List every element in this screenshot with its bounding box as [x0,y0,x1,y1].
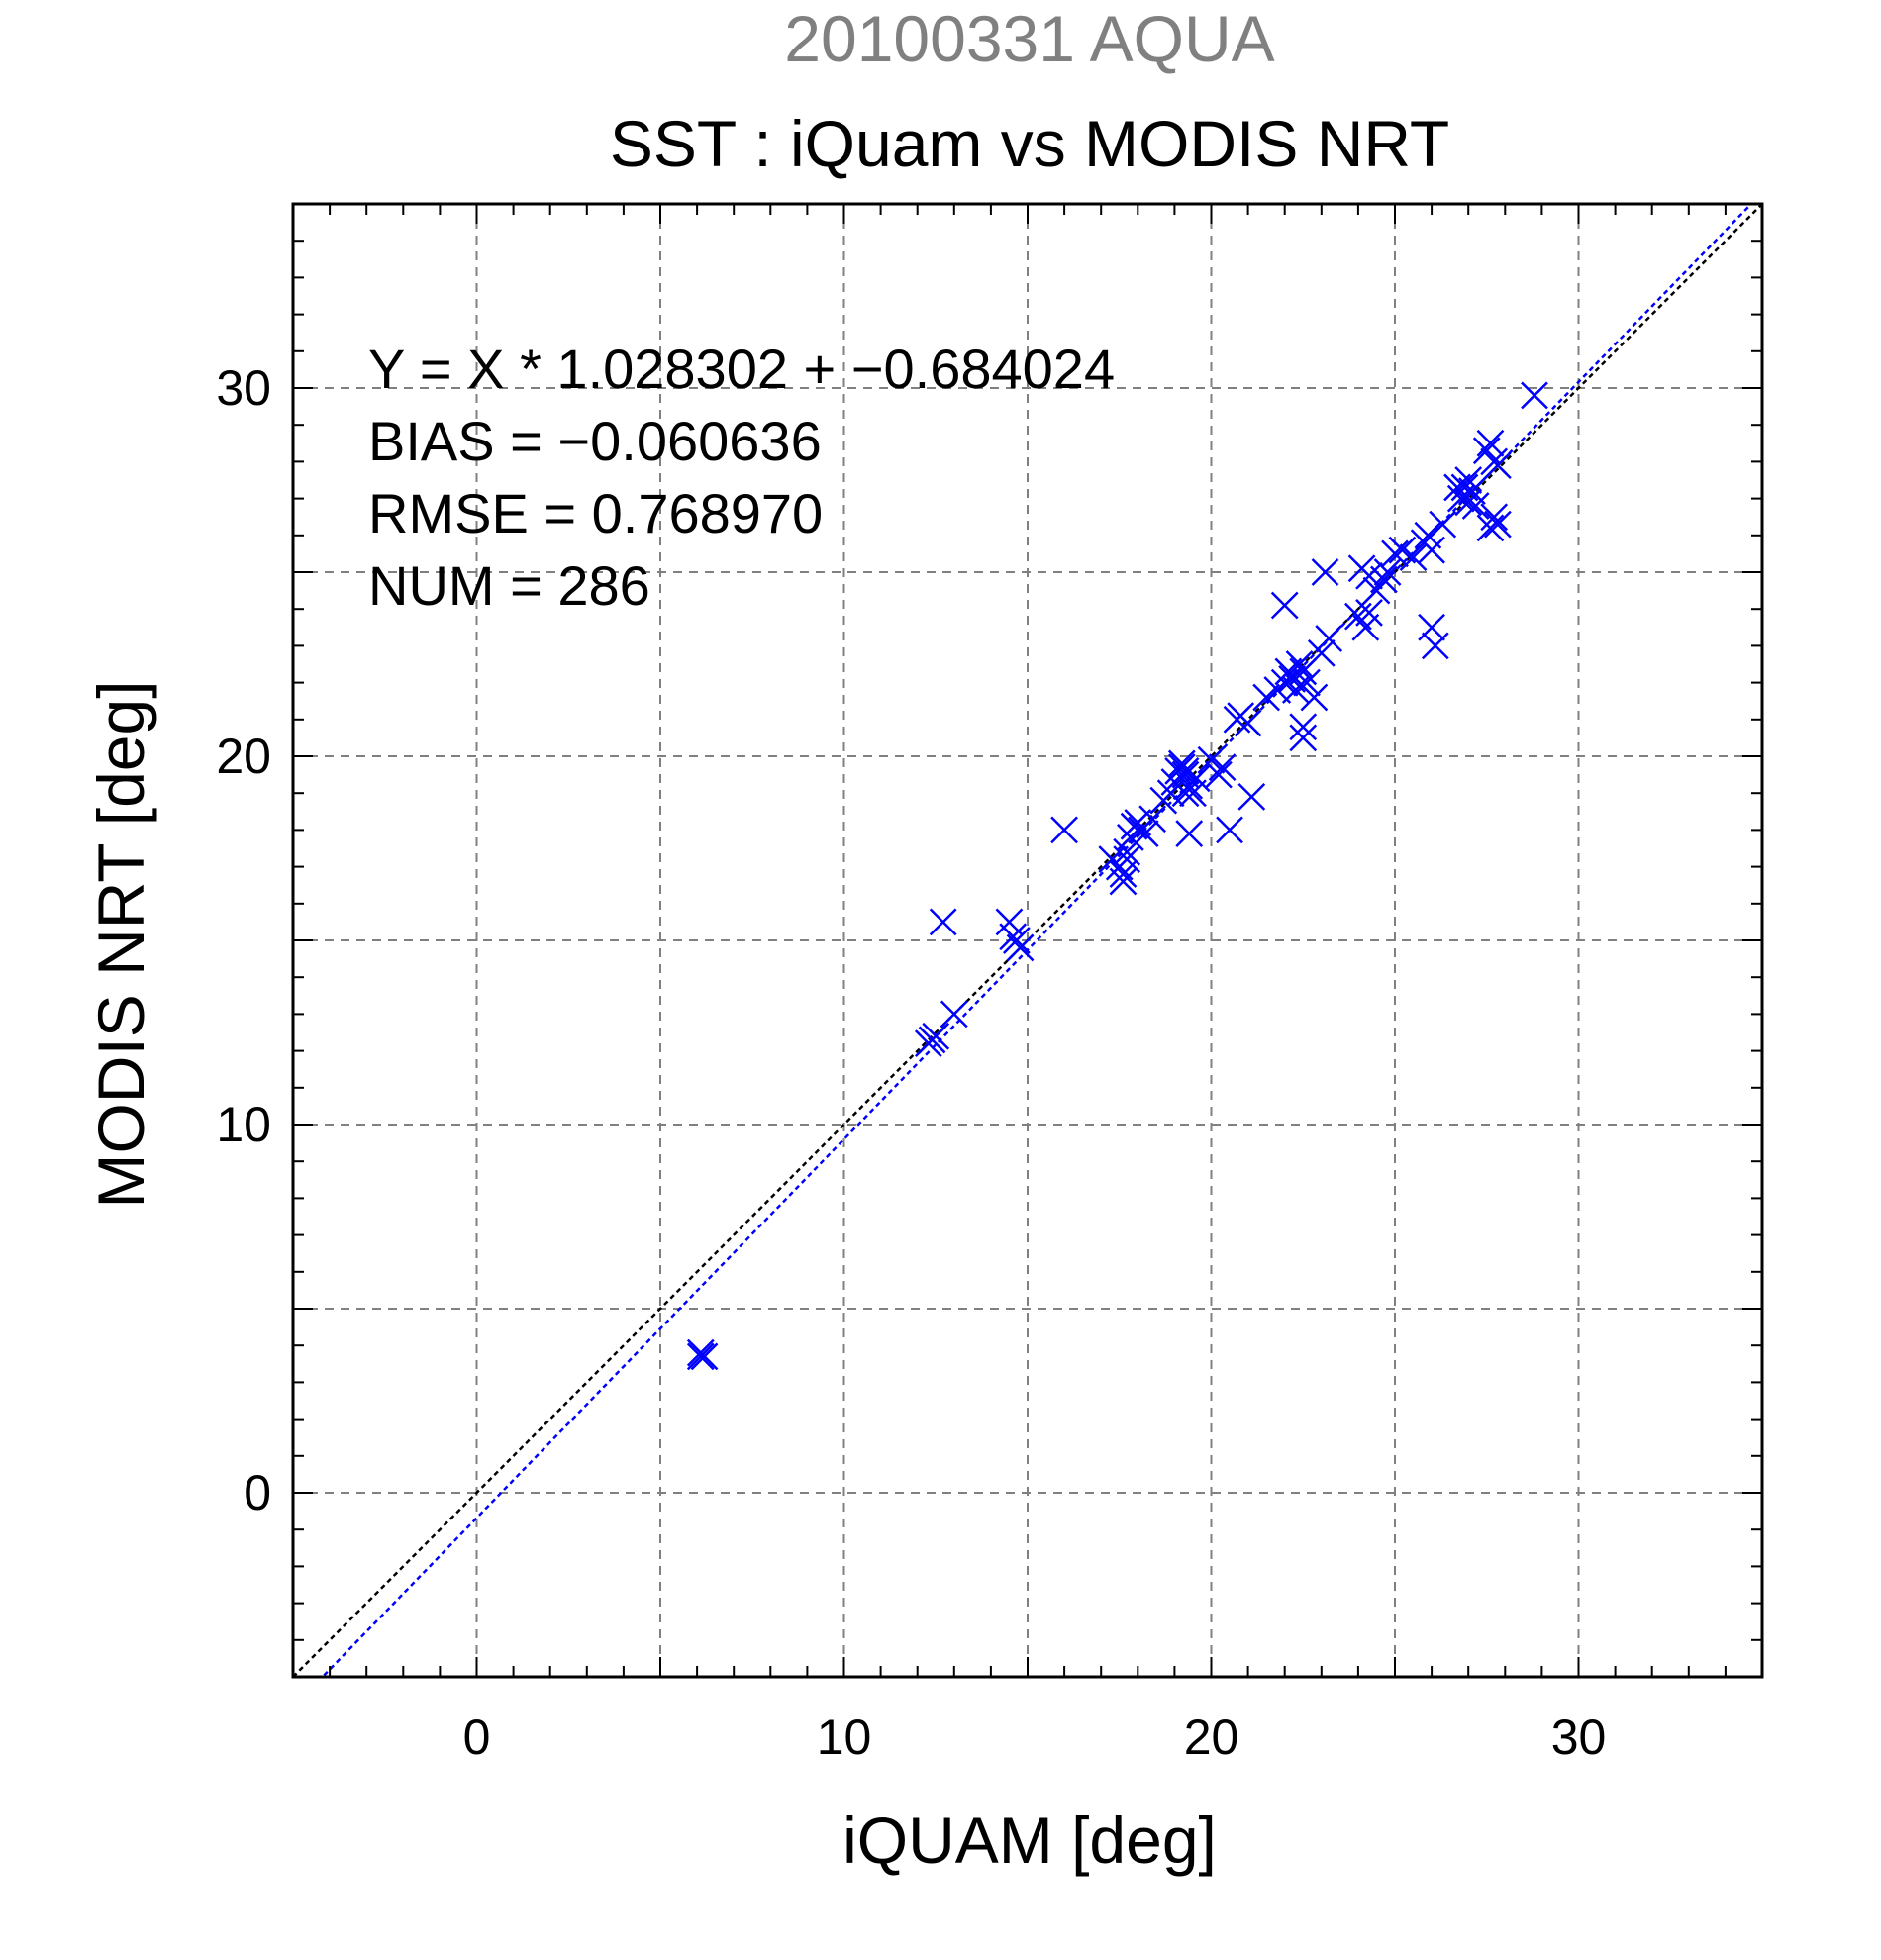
data-point [1289,713,1318,741]
data-point [1205,760,1233,789]
data-point [1285,650,1314,678]
data-point [1521,381,1548,410]
data-point [929,908,957,936]
stats-line: RMSE = 0.768970 [368,482,823,544]
data-point [1293,668,1321,697]
data-point [1238,783,1266,811]
data-point [1216,816,1243,844]
x-axis-label: iQUAM [deg] [842,1804,1217,1877]
data-point [1480,503,1509,532]
data-point [1175,820,1204,848]
data-point [1006,933,1035,962]
data-point [1399,543,1428,572]
data-point [686,1342,715,1371]
data-point [1483,510,1512,539]
data-point [1131,820,1159,848]
data-point [1476,514,1505,542]
data-point [1311,558,1339,586]
x-tick-label: 0 [463,1710,491,1765]
data-point [1270,591,1299,620]
data-point [1307,638,1336,667]
grid [293,204,1762,1677]
stats-line: Y = X * 1.028302 + −0.684024 [368,338,1115,400]
data-point [1454,488,1483,517]
data-point [1234,709,1262,737]
data-point [1373,558,1402,586]
data-point [1300,683,1329,712]
data-point [1429,510,1457,539]
stats-line: NUM = 286 [368,554,650,617]
x-tick-label: 10 [817,1710,872,1765]
data-point [1483,451,1512,480]
y-tick-label: 20 [216,729,271,784]
data-point [1355,561,1383,590]
stats-line: BIAS = −0.060636 [368,410,822,472]
data-point [1315,625,1343,652]
data-point [1002,927,1031,954]
data-point [1109,867,1138,896]
data-point [686,1338,715,1367]
stats-box: Y = X * 1.028302 + −0.684024 BIAS = −0.06… [368,338,1115,617]
data-point [1421,632,1449,660]
chart-title: SST : iQuam vs MODIS NRT [610,107,1449,180]
y-tick-label: 0 [244,1465,271,1520]
y-tick-label: 30 [216,360,271,416]
data-point [1050,816,1078,844]
data-point [1381,539,1409,568]
data-point [1443,473,1471,502]
y-axis-label: MODIS NRT [deg] [84,680,157,1208]
data-point [1171,779,1200,808]
data-point [922,1022,950,1050]
data-point [1476,429,1505,457]
data-point [1171,756,1200,785]
data-point [1355,599,1383,627]
data-point [1113,845,1141,874]
axis-ticks [292,203,1763,1678]
data-point [1418,536,1445,564]
data-point [1418,613,1445,641]
tick-labels: 0 10 20 30 0 10 20 30 [216,360,1606,1765]
data-point [1138,805,1167,833]
data-point [1289,724,1318,752]
data-point [1208,753,1237,782]
x-tick-label: 30 [1551,1710,1607,1765]
data-points [686,381,1548,1371]
chart-supertitle: 20100331 AQUA [784,2,1274,75]
x-tick-label: 20 [1184,1710,1239,1765]
data-point [1156,779,1185,808]
y-tick-label: 10 [216,1097,271,1152]
data-point [940,1000,968,1029]
